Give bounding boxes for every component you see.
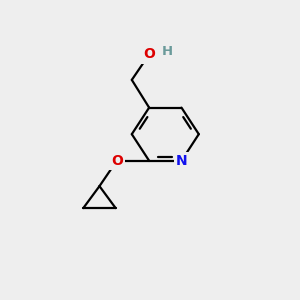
Text: N: N (176, 154, 187, 168)
Text: O: O (143, 47, 155, 61)
Text: O: O (111, 154, 123, 168)
Text: H: H (162, 44, 173, 58)
